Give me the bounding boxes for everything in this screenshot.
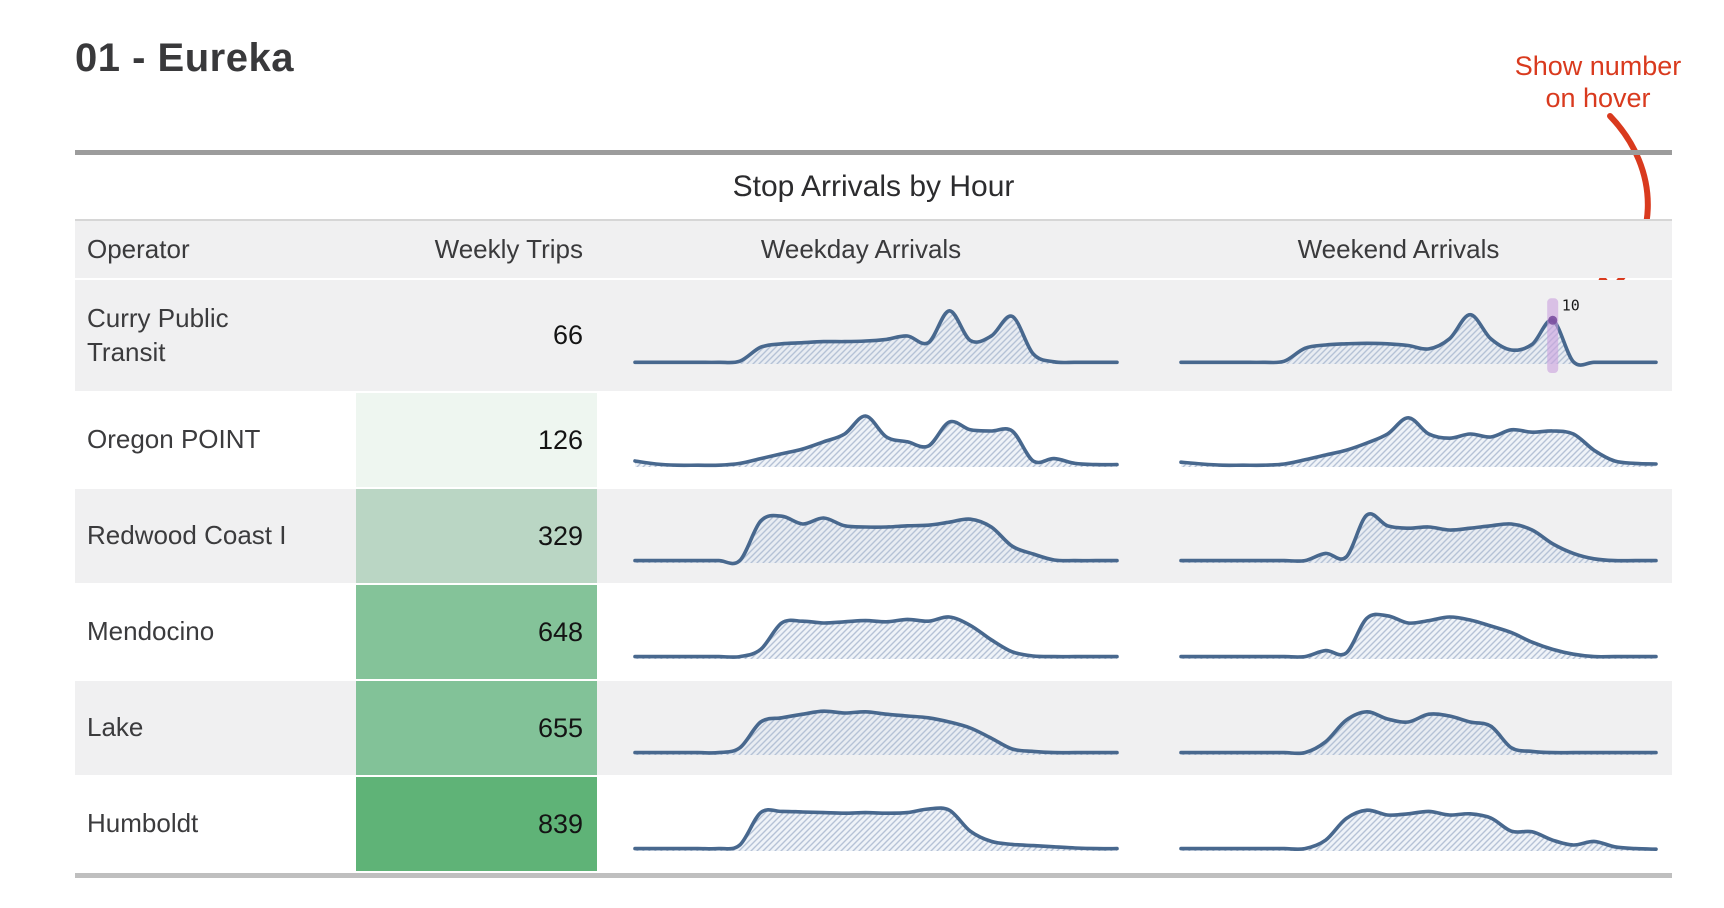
weekday-sparkline-cell (597, 280, 1125, 391)
weekday-sparkline-cell (597, 681, 1125, 775)
weekend-sparkline[interactable] (1125, 585, 1672, 679)
table-header-row: Operator Weekly Trips Weekday Arrivals W… (75, 221, 1672, 278)
operator-label: Mendocino (87, 616, 215, 647)
table-top-rule (75, 150, 1672, 155)
column-header-operator: Operator (87, 234, 190, 264)
weekend-sparkline-cell (1125, 585, 1672, 679)
hover-annotation-line1: Show number (1514, 51, 1682, 81)
hover-annotation: Show number on hover (1482, 50, 1714, 115)
table-row: Humboldt 839 (75, 777, 1672, 871)
weekday-sparkline-cell (597, 489, 1125, 583)
table-row: Oregon POINT 126 (75, 393, 1672, 487)
operator-cell: Oregon POINT (75, 393, 356, 487)
weekday-sparkline[interactable] (597, 681, 1125, 775)
weekday-sparkline[interactable] (597, 777, 1125, 871)
table-body: Curry Public Transit 66 10 Oregon POINT 126 R… (75, 280, 1672, 871)
table-title: Stop Arrivals by Hour (75, 155, 1672, 221)
weekend-sparkline[interactable]: 10 (1125, 280, 1672, 391)
hover-value-label: 10 (1562, 296, 1580, 314)
weekend-sparkline-cell (1125, 777, 1672, 871)
table-row: Lake 655 (75, 681, 1672, 775)
table-row: Mendocino 648 (75, 585, 1672, 679)
weekly-trips-cell: 655 (356, 681, 597, 775)
weekly-trips-value: 329 (537, 520, 583, 551)
table-bottom-rule (75, 873, 1672, 878)
weekly-trips-cell: 66 (356, 280, 597, 391)
weekday-sparkline-cell (597, 393, 1125, 487)
operator-label: Humboldt (87, 808, 199, 839)
weekday-sparkline[interactable] (597, 280, 1125, 391)
weekend-sparkline[interactable] (1125, 681, 1672, 775)
weekly-trips-cell: 126 (356, 393, 597, 487)
weekend-sparkline[interactable] (1125, 393, 1672, 487)
weekly-trips-value: 66 (552, 320, 583, 350)
operator-cell: Lake (75, 681, 356, 775)
weekly-trips-value: 126 (537, 424, 583, 455)
weekend-sparkline-cell (1125, 489, 1672, 583)
weekend-sparkline-cell (1125, 393, 1672, 487)
column-header-weekday-arrivals: Weekday Arrivals (760, 234, 962, 264)
hover-dot (1548, 315, 1558, 325)
operator-label: Redwood Coast I (87, 520, 287, 551)
operator-cell: Humboldt (75, 777, 356, 871)
weekend-sparkline[interactable] (1125, 489, 1672, 583)
weekday-sparkline[interactable] (597, 393, 1125, 487)
weekend-sparkline-cell (1125, 681, 1672, 775)
weekend-sparkline[interactable] (1125, 777, 1672, 871)
weekday-sparkline-cell (597, 777, 1125, 871)
column-header-weekly-trips: Weekly Trips (434, 234, 583, 264)
weekend-sparkline-cell: 10 (1125, 280, 1672, 391)
weekday-sparkline-cell (597, 585, 1125, 679)
weekday-sparkline[interactable] (597, 489, 1125, 583)
operator-label: Oregon POINT (87, 424, 261, 455)
weekly-trips-value: 648 (537, 616, 583, 647)
weekday-sparkline[interactable] (597, 585, 1125, 679)
weekly-trips-value: 655 (537, 712, 583, 743)
page-title: 01 - Eureka (75, 36, 294, 80)
column-header-weekend-arrivals: Weekend Arrivals (1297, 234, 1500, 264)
hover-annotation-line2: on hover (1545, 83, 1651, 114)
weekly-trips-cell: 839 (356, 777, 597, 871)
weekly-trips-cell: 648 (356, 585, 597, 679)
table-row: Curry Public Transit 66 10 (75, 280, 1672, 391)
operator-cell: Curry Public Transit (75, 280, 356, 391)
stop-arrivals-table: Stop Arrivals by Hour Operator Weekly Tr… (75, 150, 1672, 878)
table-row: Redwood Coast I 329 (75, 489, 1672, 583)
weekly-trips-value: 839 (537, 808, 583, 839)
weekly-trips-cell: 329 (356, 489, 597, 583)
operator-label: Curry Public Transit (87, 302, 229, 367)
operator-label: Lake (87, 712, 144, 743)
hover-bar (1547, 298, 1559, 373)
operator-cell: Redwood Coast I (75, 489, 356, 583)
operator-cell: Mendocino (75, 585, 356, 679)
